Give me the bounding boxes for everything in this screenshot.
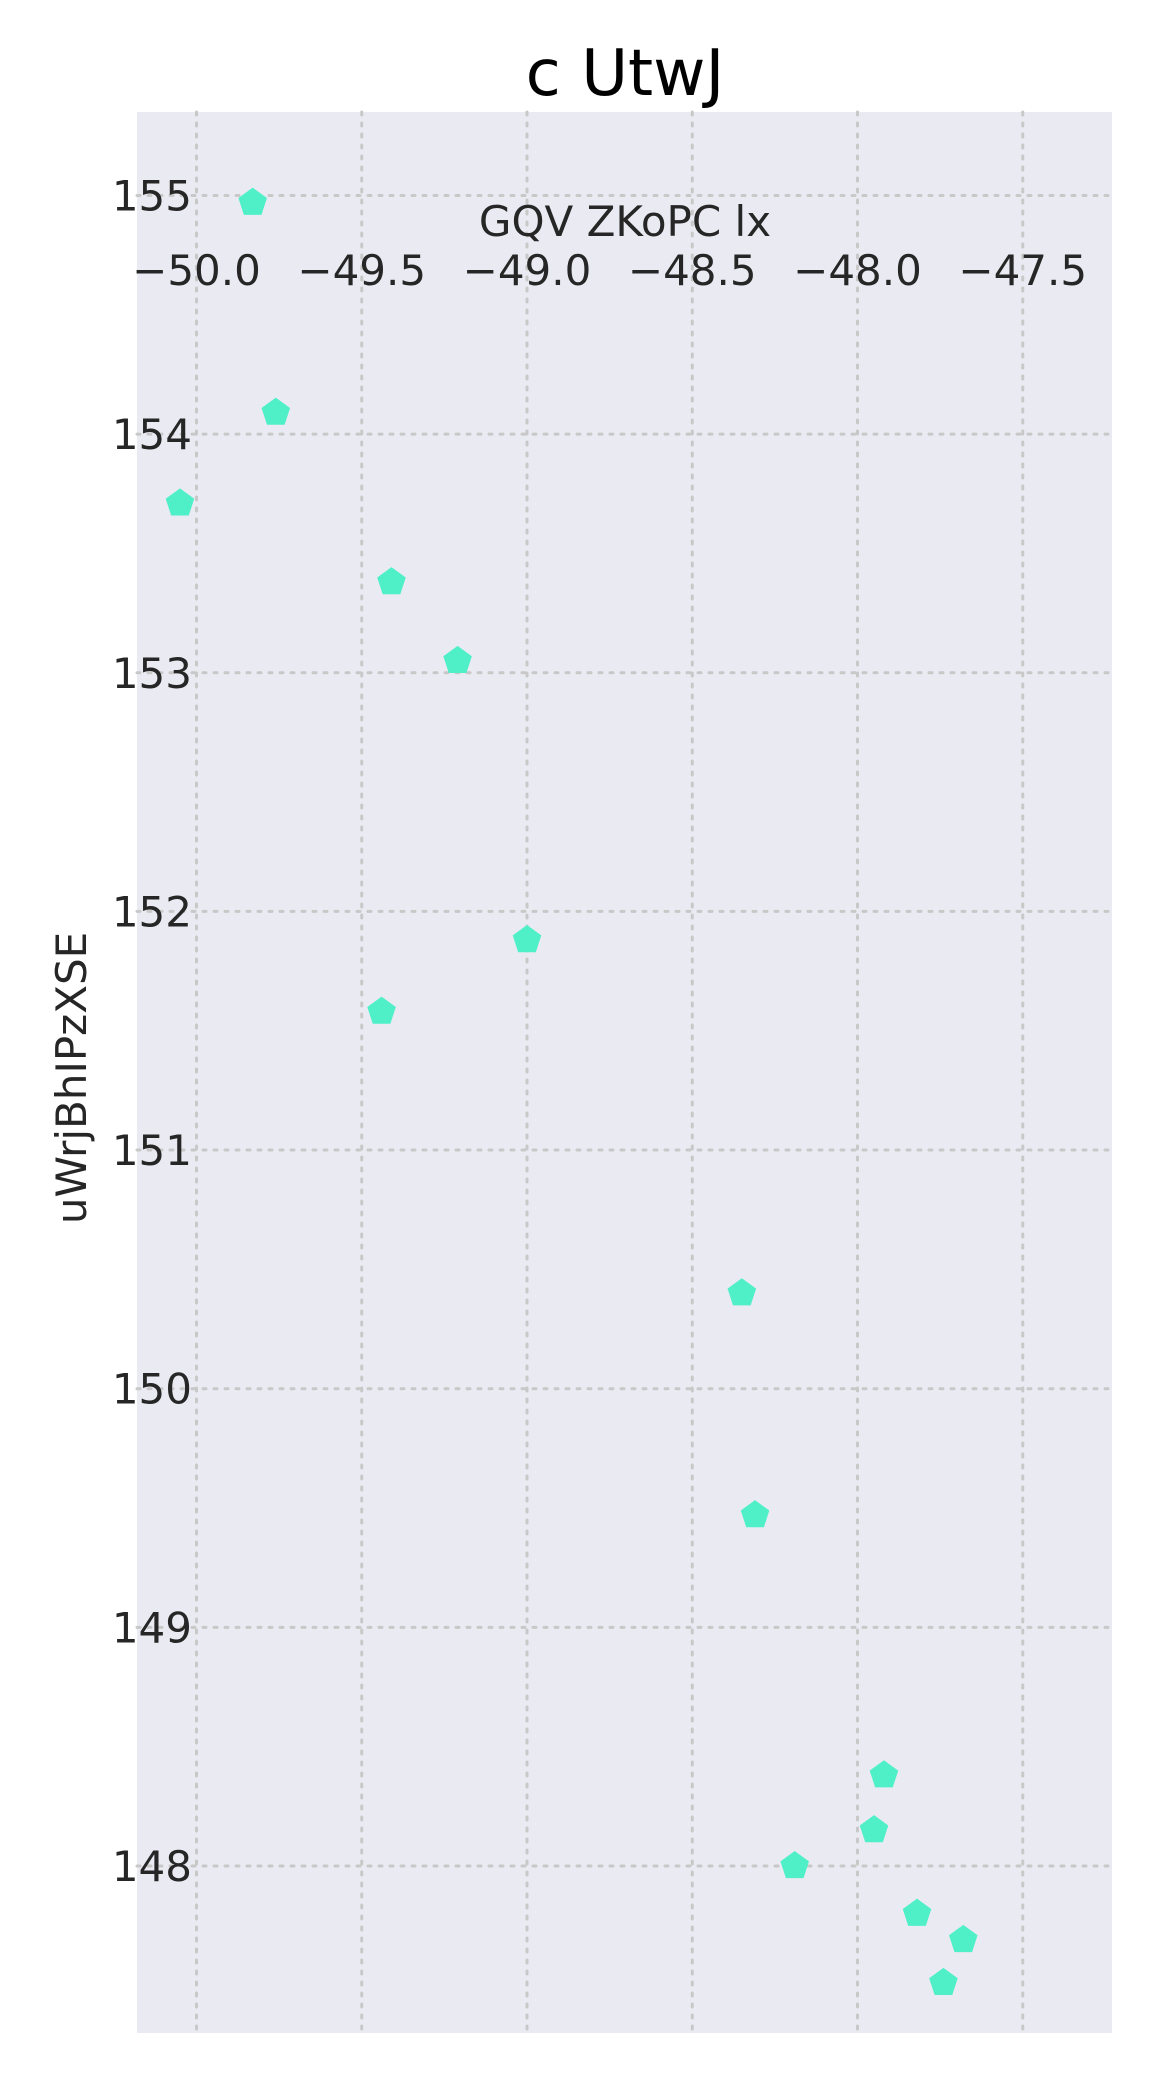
grid [135,110,1114,2035]
x-tick-label: −48.0 [793,246,922,295]
y-tick-label: 150 [112,1365,192,1414]
y-tick-label: 153 [112,649,192,698]
x-tick-label: −47.5 [958,246,1087,295]
data-points [165,187,978,1996]
data-point [367,996,396,1024]
data-point [902,1898,932,1926]
x-tick-label: −49.5 [297,246,426,295]
y-tick-labels: 148 149 150 151 152 153 154 155 [112,172,192,1891]
data-point [780,1850,809,1879]
chart-title: c UtwJ [526,37,725,111]
data-point [377,567,406,595]
data-point [727,1278,757,1306]
data-point [512,925,542,953]
y-tick-label: 154 [112,410,192,459]
plot-area [137,112,1112,2033]
data-point [949,1924,978,1953]
x-tick-label: −49.0 [463,246,592,295]
y-tick-label: 148 [112,1842,192,1891]
x-tick-label: −48.5 [628,246,757,295]
data-point [165,488,195,516]
x-tick-label: −50.0 [132,246,261,295]
data-point [869,1760,899,1788]
y-tick-label: 151 [112,1126,192,1175]
y-tick-label: 155 [112,172,192,221]
y-axis-label: uWrjBhIPzXSE [47,932,96,1224]
y-tick-label: 149 [112,1603,192,1652]
data-point [740,1500,770,1528]
x-tick-labels: −50.0 −49.5 −49.0 −48.5 −48.0 −47.5 [132,246,1087,295]
y-tick-label: 152 [112,887,192,936]
data-point [261,397,291,425]
data-point [859,1815,889,1843]
data-point [238,187,267,215]
x-axis-label: GQV ZKoPC lx [479,197,771,246]
data-point [929,1967,958,1996]
data-point [443,645,472,673]
